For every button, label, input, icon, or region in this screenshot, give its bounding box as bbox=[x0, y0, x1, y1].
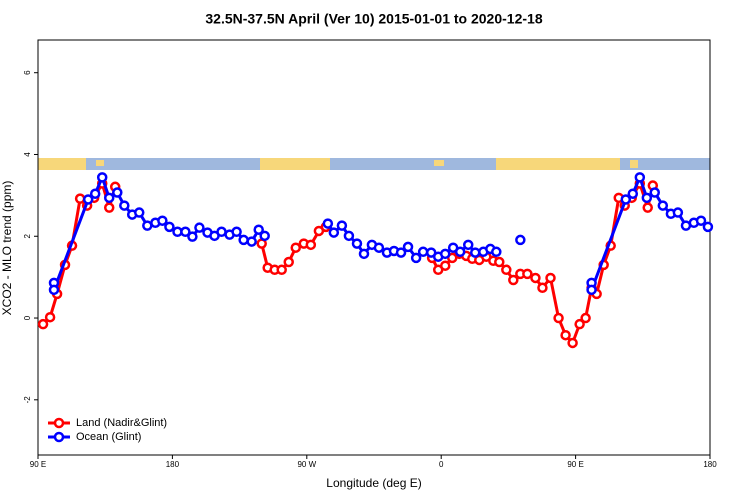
point bbox=[48, 284, 60, 296]
point bbox=[641, 192, 653, 204]
point bbox=[439, 248, 451, 260]
point bbox=[574, 318, 585, 330]
point bbox=[620, 194, 632, 205]
x-tick-label: 0 bbox=[439, 460, 444, 469]
x-tick-label: 180 bbox=[166, 460, 180, 469]
land-strip bbox=[434, 160, 444, 166]
y-tick-label: 4 bbox=[23, 152, 32, 157]
point bbox=[508, 274, 519, 286]
point bbox=[103, 192, 115, 204]
point bbox=[89, 188, 101, 199]
point bbox=[580, 312, 591, 324]
point bbox=[216, 226, 227, 238]
point bbox=[322, 218, 334, 229]
point bbox=[649, 187, 660, 198]
point bbox=[259, 230, 270, 242]
land-strip bbox=[630, 160, 638, 168]
point bbox=[246, 236, 257, 247]
x-tick-label: 90 E bbox=[567, 460, 583, 469]
point bbox=[672, 207, 684, 218]
series-line bbox=[52, 173, 709, 291]
point bbox=[469, 247, 481, 258]
point bbox=[634, 172, 646, 183]
legend-marker bbox=[53, 417, 65, 429]
point bbox=[657, 200, 669, 211]
point bbox=[336, 220, 348, 231]
point bbox=[515, 234, 526, 246]
point bbox=[328, 227, 340, 238]
point bbox=[494, 256, 505, 268]
point bbox=[74, 193, 86, 204]
x-axis-label: Longitude (deg E) bbox=[326, 476, 421, 490]
point bbox=[96, 172, 108, 183]
point bbox=[103, 202, 115, 213]
point bbox=[702, 221, 714, 233]
y-tick-label: 2 bbox=[23, 233, 32, 238]
point bbox=[82, 194, 94, 205]
point bbox=[553, 312, 564, 324]
point bbox=[351, 238, 363, 249]
point bbox=[187, 231, 198, 242]
point bbox=[439, 260, 451, 271]
land-strip bbox=[260, 158, 330, 170]
x-tick-label: 90 E bbox=[30, 460, 46, 469]
point bbox=[358, 248, 370, 260]
land-strip bbox=[96, 160, 104, 166]
point bbox=[157, 215, 168, 226]
point bbox=[238, 234, 249, 246]
point bbox=[642, 202, 653, 213]
point bbox=[530, 272, 541, 284]
legend-label: Ocean (Glint) bbox=[76, 431, 141, 443]
y-tick-label: 0 bbox=[23, 315, 32, 320]
point bbox=[402, 241, 414, 253]
map-strip bbox=[38, 158, 710, 170]
point bbox=[695, 215, 707, 226]
point bbox=[627, 188, 639, 199]
point bbox=[545, 272, 556, 284]
point bbox=[142, 220, 153, 231]
point bbox=[373, 242, 385, 253]
point bbox=[194, 222, 205, 233]
point bbox=[164, 221, 175, 233]
point bbox=[395, 247, 407, 258]
x-tick-label: 180 bbox=[703, 460, 717, 469]
legend-label: Land (Nadir&Glint) bbox=[76, 417, 167, 429]
point bbox=[417, 246, 429, 258]
point bbox=[343, 230, 355, 242]
point bbox=[44, 311, 56, 323]
point bbox=[112, 187, 123, 198]
point bbox=[253, 224, 264, 235]
point bbox=[276, 264, 287, 276]
point bbox=[491, 246, 502, 258]
y-axis-label: XCO2 - MLO trend (ppm) bbox=[0, 181, 14, 316]
legend-marker bbox=[53, 431, 65, 443]
point bbox=[522, 268, 533, 280]
plot-frame bbox=[37, 39, 711, 456]
point bbox=[283, 256, 294, 268]
y-tick-label: 6 bbox=[23, 70, 32, 75]
land-strip bbox=[38, 158, 86, 170]
point bbox=[567, 337, 578, 349]
point bbox=[133, 207, 145, 218]
point bbox=[586, 284, 597, 296]
point bbox=[462, 239, 474, 251]
point bbox=[180, 226, 191, 238]
x-tick-label: 90 W bbox=[297, 460, 316, 469]
point bbox=[119, 200, 130, 211]
land-strip bbox=[496, 158, 620, 170]
point bbox=[454, 246, 466, 258]
point bbox=[501, 264, 512, 276]
point bbox=[410, 252, 422, 264]
y-tick-label: -2 bbox=[23, 396, 32, 404]
chart-title: 32.5N-37.5N April (Ver 10) 2015-01-01 to… bbox=[205, 11, 542, 27]
point bbox=[537, 282, 548, 294]
point bbox=[37, 318, 49, 330]
point bbox=[560, 329, 571, 341]
point bbox=[305, 239, 317, 251]
point bbox=[290, 242, 301, 253]
point bbox=[231, 226, 242, 238]
